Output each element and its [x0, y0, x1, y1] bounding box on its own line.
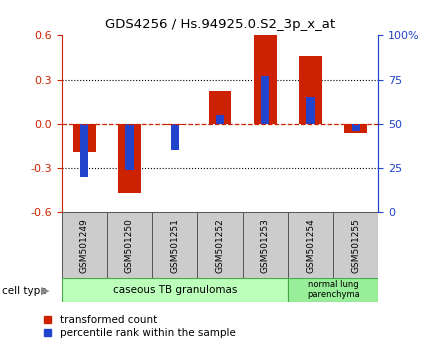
Bar: [125, 124, 134, 170]
Text: GSM501251: GSM501251: [170, 218, 179, 273]
Title: GDS4256 / Hs.94925.0.S2_3p_x_at: GDS4256 / Hs.94925.0.S2_3p_x_at: [105, 18, 335, 32]
Text: GSM501250: GSM501250: [125, 218, 134, 273]
FancyBboxPatch shape: [288, 278, 378, 302]
Bar: [352, 124, 360, 131]
Bar: [299, 56, 322, 124]
Text: GSM501252: GSM501252: [216, 218, 224, 273]
FancyBboxPatch shape: [62, 212, 107, 278]
Bar: [209, 91, 231, 124]
Bar: [171, 124, 179, 150]
Bar: [306, 97, 315, 124]
FancyBboxPatch shape: [107, 212, 152, 278]
Text: caseous TB granulomas: caseous TB granulomas: [113, 285, 237, 295]
Text: GSM501254: GSM501254: [306, 218, 315, 273]
Text: GSM501255: GSM501255: [351, 218, 360, 273]
FancyBboxPatch shape: [333, 212, 378, 278]
Bar: [216, 115, 224, 124]
FancyBboxPatch shape: [152, 212, 198, 278]
Bar: [261, 76, 269, 124]
Bar: [118, 124, 141, 193]
Bar: [163, 124, 186, 125]
Bar: [73, 124, 95, 152]
Text: GSM501253: GSM501253: [261, 218, 270, 273]
Text: normal lung
parenchyma: normal lung parenchyma: [307, 280, 359, 299]
Text: ▶: ▶: [40, 286, 49, 296]
Bar: [345, 124, 367, 133]
FancyBboxPatch shape: [288, 212, 333, 278]
FancyBboxPatch shape: [242, 212, 288, 278]
FancyBboxPatch shape: [198, 212, 242, 278]
Bar: [254, 35, 277, 124]
Text: cell type: cell type: [2, 286, 47, 296]
FancyBboxPatch shape: [62, 278, 288, 302]
Text: GSM501249: GSM501249: [80, 218, 89, 273]
Bar: [80, 124, 88, 177]
Legend: transformed count, percentile rank within the sample: transformed count, percentile rank withi…: [44, 315, 235, 338]
